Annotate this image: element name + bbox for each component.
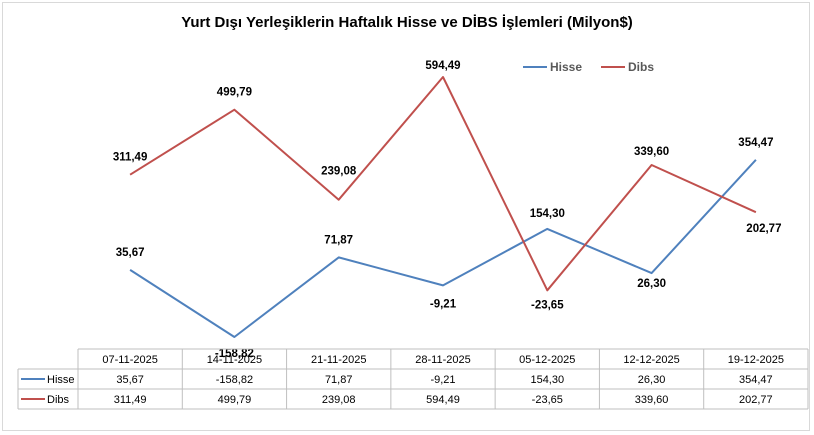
data-label-hisse-1: -158,82 [215,348,254,360]
data-label-dibs-3: 594,49 [425,60,460,72]
data-label-dibs-5: 339,60 [634,146,669,158]
data-label-hisse-3: -9,21 [430,298,457,310]
data-label-hisse-5: 26,30 [637,278,666,290]
data-label-hisse-4: 154,30 [530,208,565,220]
table-header-cell: 21-11-2025 [311,354,366,366]
data-label-dibs-6: 202,77 [746,223,781,235]
table-header-cell: 28-11-2025 [415,354,470,366]
table-cell-dibs-4: -23,65 [532,394,563,406]
table-cell-hisse-3: -9,21 [430,374,455,386]
data-label-dibs-1: 499,79 [217,87,252,99]
table-cell-dibs-3: 594,49 [426,394,460,406]
table-cell-dibs-5: 339,60 [635,394,669,406]
table-header-cell: 14-11-2025 [207,354,262,366]
table-cell-dibs-1: 499,79 [218,394,252,406]
table-row-label-hisse: Hisse [47,374,75,386]
table-cell-hisse-0: 35,67 [116,374,144,386]
legend-label-dibs: Dibs [628,60,654,74]
chart-frame [2,2,810,431]
table-cell-hisse-1: -158,82 [216,374,253,386]
table-header-cell: 19-12-2025 [728,354,784,366]
data-label-hisse-2: 71,87 [324,234,353,246]
table-header-cell: 12-12-2025 [623,354,679,366]
data-labels: 35,67 -158,82 71,87 -9,21 154,30 26,30 354,47 3… [113,60,782,360]
legend-label-hisse: Hisse [550,60,582,74]
data-label-hisse-6: 354,47 [738,137,773,149]
table-cell-dibs-0: 311,49 [114,394,147,406]
table-cell-hisse-6: 354,47 [739,374,773,386]
plot-area [129,76,757,338]
legend: Hisse Dibs [523,60,654,74]
table-cell-hisse-4: 154,30 [530,374,564,386]
table-cell-dibs-6: 202,77 [739,394,773,406]
data-table: 07-11-2025 14-11-2025 21-11-2025 28-11-2025… [17,348,809,410]
table-header-cell: 07-11-2025 [102,354,157,366]
table-header-cell: 05-12-2025 [519,354,575,366]
series-line-hisse [129,159,757,338]
series-line-dibs [129,76,757,292]
table-cell-dibs-2: 239,08 [322,394,356,406]
data-label-hisse-0: 35,67 [116,247,145,259]
data-label-dibs-0: 311,49 [113,152,148,164]
chart-title: Yurt Dışı Yerleşiklerin Haftalık Hisse v… [181,14,633,31]
table-cell-hisse-5: 26,30 [638,374,666,386]
table-cell-hisse-2: 71,87 [325,374,353,386]
data-label-dibs-2: 239,08 [321,166,357,178]
table-row-label-dibs: Dibs [47,394,70,406]
data-label-dibs-4: -23,65 [531,299,564,311]
